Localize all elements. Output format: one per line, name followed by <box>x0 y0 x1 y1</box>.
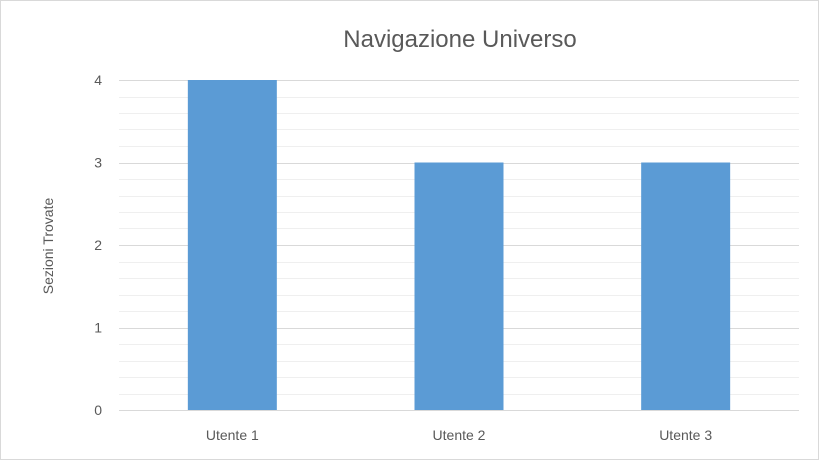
y-tick-label: 4 <box>94 72 102 88</box>
y-axis-title: Sezioni Trovate <box>40 198 56 295</box>
bar <box>641 162 731 410</box>
x-tick-label: Utente 2 <box>433 427 486 443</box>
x-tick-label: Utente 3 <box>659 427 712 443</box>
y-tick-label: 1 <box>94 320 102 336</box>
bar <box>414 162 504 410</box>
y-tick-label: 2 <box>94 237 102 253</box>
y-axis-ticks: 0 1 2 3 4 <box>94 72 102 418</box>
bars <box>187 80 731 410</box>
y-tick-label: 3 <box>94 155 102 171</box>
bar <box>187 80 277 410</box>
x-tick-label: Utente 1 <box>206 427 259 443</box>
chart-title: Navigazione Universo <box>343 26 576 53</box>
x-axis-ticks: Utente 1 Utente 2 Utente 3 <box>206 427 712 443</box>
y-tick-label: 0 <box>94 402 102 418</box>
